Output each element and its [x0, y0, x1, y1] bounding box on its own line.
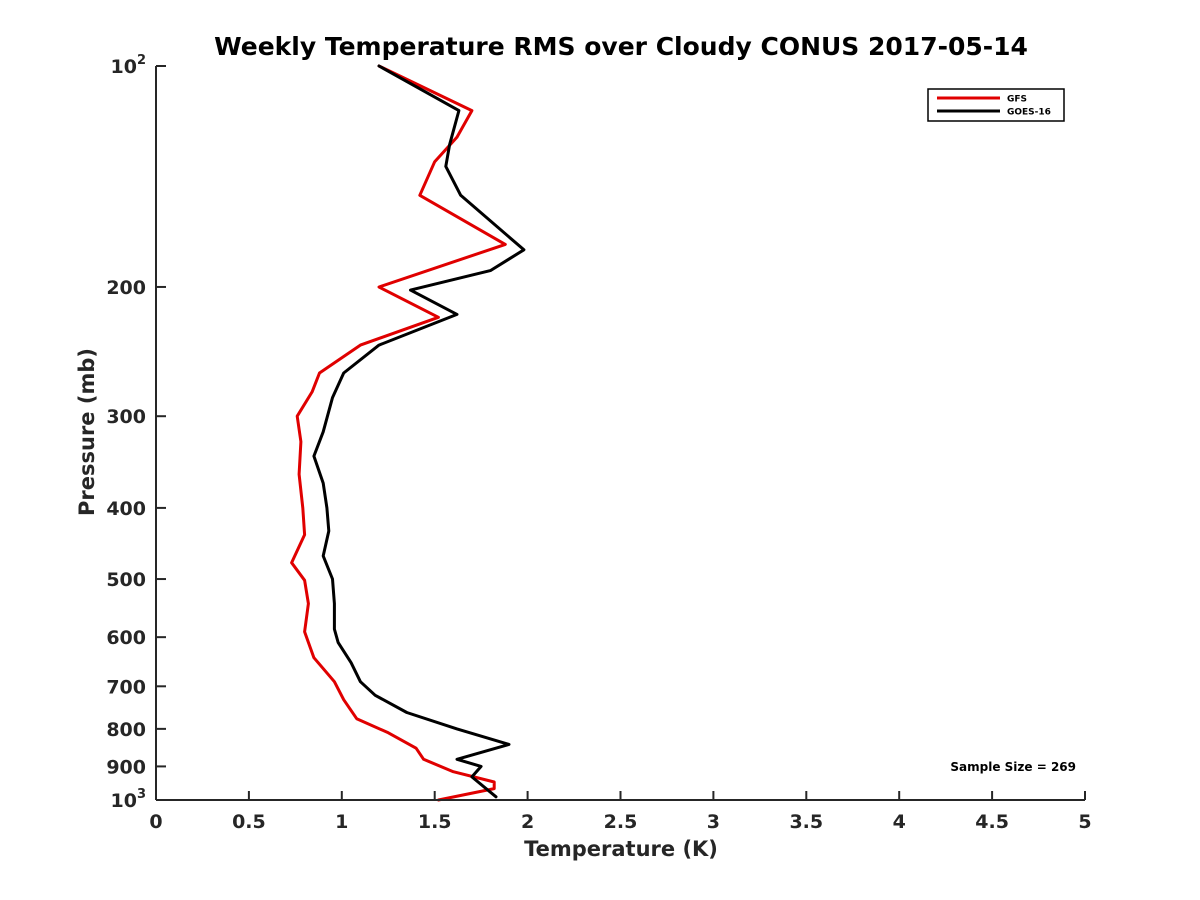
sample-size-annotation: Sample Size = 269	[950, 760, 1076, 774]
x-tick-label: 1.5	[418, 811, 452, 833]
legend-label: GOES-16	[1007, 108, 1051, 118]
legend: GFS GOES-16	[927, 88, 1065, 122]
chart-title: Weekly Temperature RMS over Cloudy CONUS…	[214, 32, 1028, 61]
x-tick-label: 0	[149, 811, 162, 833]
x-tick-label: 0.5	[232, 811, 266, 833]
y-tick-label: 800	[106, 719, 146, 741]
ticks-layer: 0 0.5 1 1.5 2 2.5 3 3.5 4 4.5 5 102 200 300 400 500 600 7…	[106, 53, 1091, 833]
x-tick-label: 4	[893, 811, 906, 833]
series-line-gfs	[290, 64, 507, 802]
x-tick-label: 2.5	[604, 811, 638, 833]
y-tick-label: 300	[106, 406, 146, 428]
y-tick-label: 102	[111, 53, 147, 78]
y-tick-label: 400	[106, 498, 146, 520]
x-tick-label: 3	[707, 811, 720, 833]
y-tick-label: 600	[106, 627, 146, 649]
series-layer	[290, 64, 526, 802]
x-tick-label: 4.5	[975, 811, 1009, 833]
x-tick-label: 1	[335, 811, 348, 833]
y-tick-label: 900	[106, 756, 146, 778]
y-tick-label: 700	[106, 676, 146, 698]
x-axis-label: Temperature (K)	[524, 837, 718, 861]
x-tick-label: 3.5	[789, 811, 823, 833]
y-tick-label: 500	[106, 569, 146, 591]
x-tick-label: 5	[1078, 811, 1091, 833]
y-axis-label: Pressure (mb)	[75, 348, 99, 516]
x-tick-label: 2	[521, 811, 534, 833]
y-tick-label: 200	[106, 277, 146, 299]
legend-label: GFS	[1007, 95, 1027, 105]
series-line-goes-16	[312, 64, 526, 799]
y-tick-label: 103	[111, 787, 147, 812]
legend-box	[927, 88, 1065, 122]
